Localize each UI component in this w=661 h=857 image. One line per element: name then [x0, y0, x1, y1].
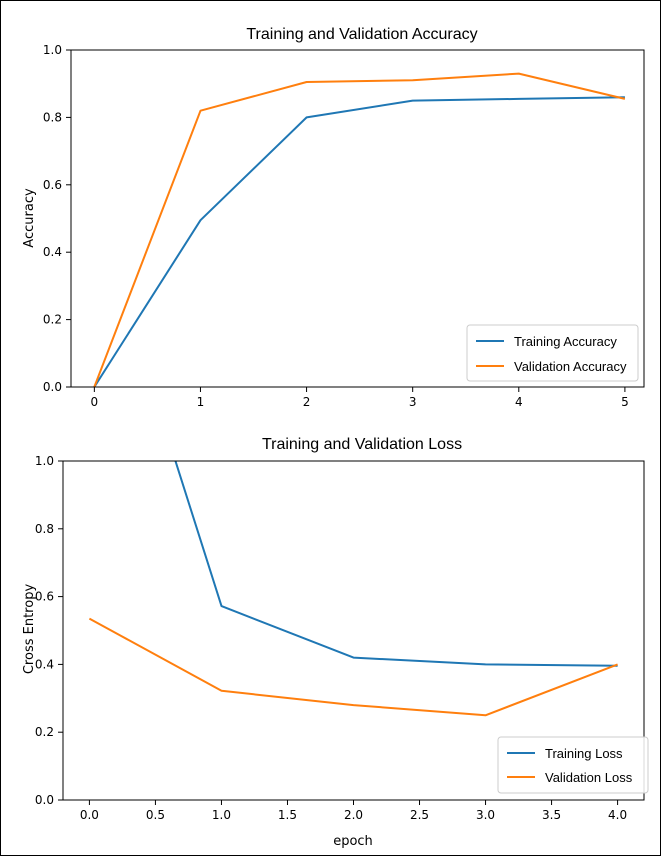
accuracy-series-line-training: [93, 96, 625, 387]
loss-x-tick-label: 2.0: [344, 808, 363, 822]
loss-y-tick-label: 1.0: [35, 454, 54, 468]
loss-x-tick-label: 2.5: [410, 808, 429, 822]
loss-legend: Training Loss Validation Loss: [497, 736, 649, 794]
accuracy-chart-title: Training and Validation Accuracy: [246, 26, 477, 43]
loss-x-tick-label: 3.0: [476, 808, 495, 822]
accuracy-x-tick-label: 3: [409, 395, 417, 409]
loss-x-tick-label: 1.5: [278, 808, 297, 822]
loss-y-tick-label: 0.2: [35, 725, 54, 739]
accuracy-series-line-validation: [93, 72, 626, 387]
accuracy-x-tick-label: 0: [91, 395, 99, 409]
legend-entry-training-accuracy: Training Accuracy: [514, 334, 617, 349]
accuracy-y-tick-label: 0.0: [43, 380, 62, 394]
loss-x-axis-label: epoch: [333, 834, 373, 849]
accuracy-x-tick-label: 4: [515, 395, 523, 409]
accuracy-x-tick-label: 1: [197, 395, 205, 409]
loss-chart: Training and Validation Loss Cross Entro…: [22, 436, 649, 849]
legend-entry-validation-loss: Validation Loss: [545, 770, 633, 785]
accuracy-y-tick-label: 0.6: [43, 178, 62, 192]
accuracy-legend-box: [466, 324, 639, 382]
loss-x-tick-label: 1.0: [212, 808, 231, 822]
loss-y-tick-label: 0.8: [35, 522, 54, 536]
accuracy-x-tick-label: 2: [303, 395, 311, 409]
loss-series-line-training: [174, 461, 618, 667]
accuracy-axes-frame: [70, 49, 645, 388]
loss-axes-frame: [62, 460, 645, 801]
accuracy-y-tick-label: 0.8: [43, 110, 62, 124]
accuracy-legend: Training Accuracy Validation Accuracy: [466, 324, 639, 382]
loss-y-tick-label: 0.0: [35, 793, 54, 807]
accuracy-chart: Training and Validation Accuracy Accurac…: [22, 26, 645, 409]
legend-entry-training-loss: Training Loss: [545, 746, 623, 761]
accuracy-y-tick-label: 0.2: [43, 313, 62, 327]
accuracy-y-tick-label: 0.4: [43, 245, 62, 259]
loss-chart-title: Training and Validation Loss: [262, 436, 462, 453]
loss-y-axis-label: Cross Entropy: [22, 584, 37, 675]
legend-entry-validation-accuracy: Validation Accuracy: [514, 359, 627, 374]
accuracy-y-tick-label: 1.0: [43, 43, 62, 57]
loss-x-tick-label: 0.5: [146, 808, 165, 822]
accuracy-y-axis-label: Accuracy: [22, 188, 37, 248]
accuracy-x-tick-label: 5: [621, 395, 629, 409]
loss-x-tick-label: 0.0: [80, 808, 99, 822]
loss-legend-box: [497, 736, 649, 794]
loss-x-tick-label: 3.5: [542, 808, 561, 822]
loss-x-tick-label: 4.0: [608, 808, 627, 822]
loss-series-line-validation: [88, 617, 618, 717]
loss-y-tick-label: 0.6: [35, 590, 54, 604]
loss-y-tick-label: 0.4: [35, 657, 54, 671]
